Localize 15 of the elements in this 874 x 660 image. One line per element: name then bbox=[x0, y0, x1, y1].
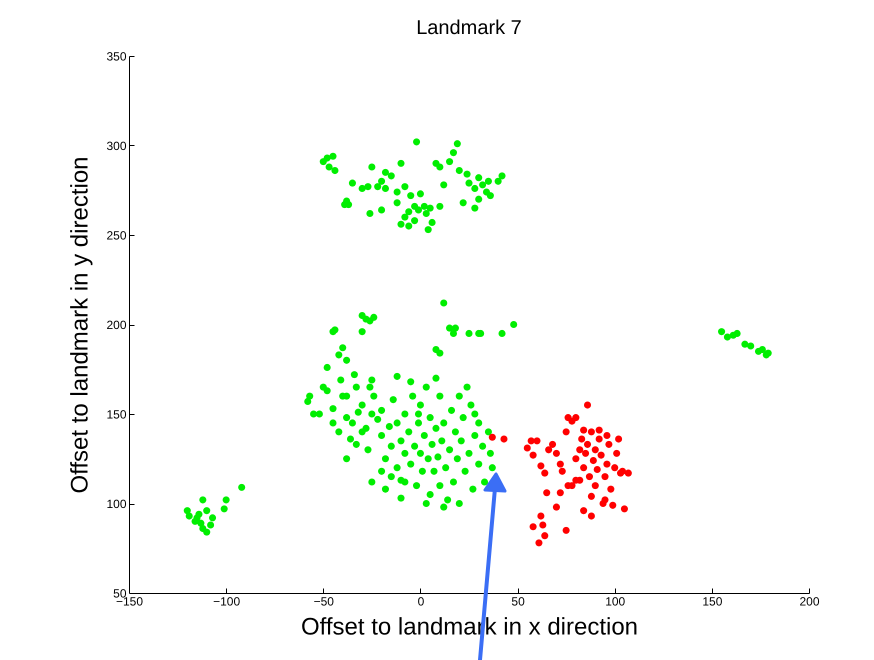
x-tick-label: 100 bbox=[605, 594, 626, 608]
y-tick-label: 100 bbox=[106, 497, 127, 511]
y-tick-label: 200 bbox=[106, 318, 127, 332]
x-tick-label: 50 bbox=[511, 594, 526, 608]
x-tick-label: −100 bbox=[213, 594, 240, 608]
y-tick-label: 350 bbox=[106, 50, 127, 64]
x-tick-label: 0 bbox=[418, 594, 425, 608]
y-tick-label: 300 bbox=[106, 139, 127, 153]
x-tick-label: 200 bbox=[799, 594, 820, 608]
x-tick-label: −50 bbox=[314, 594, 334, 608]
y-tick-label: 150 bbox=[106, 408, 127, 422]
chart-title: Landmark 7 bbox=[416, 17, 522, 39]
x-tick-label: 150 bbox=[702, 594, 723, 608]
y-axis-title: Offset to landmark in y direction bbox=[66, 156, 94, 494]
y-tick-label: 250 bbox=[106, 228, 127, 242]
